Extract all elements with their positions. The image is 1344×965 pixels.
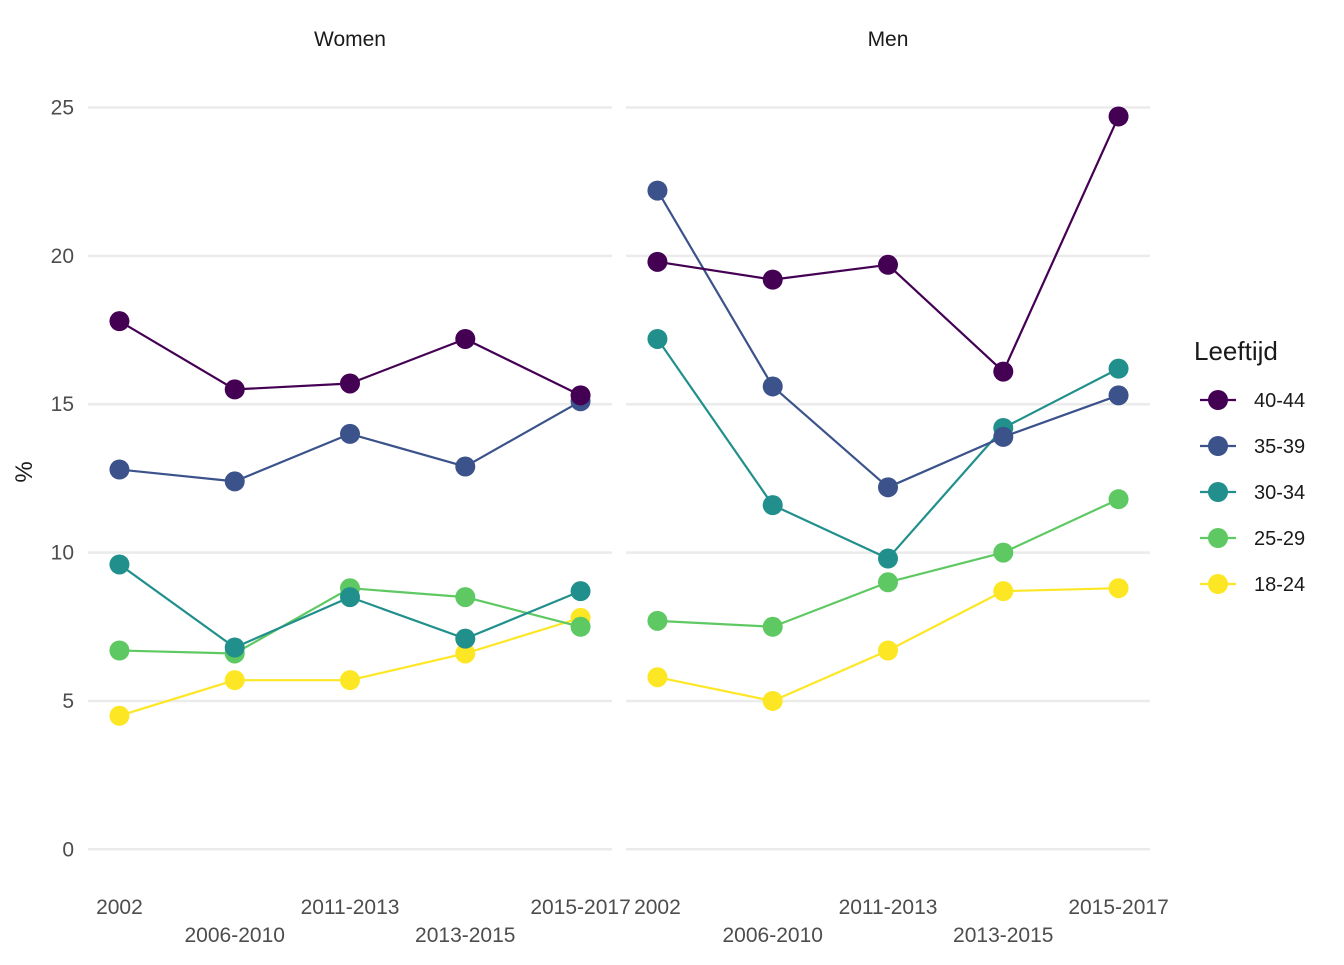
legend-key-point-40-44: [1208, 390, 1228, 410]
data-point-women-18-24-2002: [109, 705, 130, 726]
data-point-men-35-39-2006-2010: [762, 376, 783, 397]
x-tick-label-men-2015-2017: 2015-2017: [1068, 896, 1168, 919]
data-point-men-25-29-2015-2017: [1108, 489, 1129, 510]
legend-key-point-35-39: [1208, 436, 1228, 456]
data-point-men-25-29-2013-2015: [993, 542, 1014, 563]
x-tick-label-men-2013-2015: 2013-2015: [953, 924, 1053, 947]
data-point-men-40-44-2002: [647, 251, 668, 272]
x-tick-label-men-2002: 2002: [634, 896, 681, 919]
data-point-women-18-24-2006-2010: [224, 670, 245, 691]
data-point-women-40-44-2006-2010: [224, 379, 245, 400]
data-point-men-18-24-2002: [647, 667, 668, 688]
data-point-men-30-34-2006-2010: [762, 495, 783, 516]
data-point-men-25-29-2006-2010: [762, 616, 783, 637]
data-point-men-40-44-2006-2010: [762, 269, 783, 290]
legend-label-35-39: 35-39: [1254, 436, 1305, 458]
data-point-men-18-24-2006-2010: [762, 690, 783, 711]
data-point-women-30-34-2011-2013: [340, 587, 360, 608]
data-point-women-30-34-2002: [109, 554, 130, 575]
data-point-women-35-39-2002: [109, 459, 130, 480]
data-point-men-18-24-2011-2013: [878, 640, 898, 661]
x-tick-label-women-2015-2017: 2015-2017: [530, 896, 630, 919]
y-tick-label-15: 15: [51, 393, 74, 416]
y-axis-title: %: [11, 461, 38, 482]
data-point-women-40-44-2015-2017: [570, 385, 591, 406]
data-point-men-35-39-2011-2013: [878, 477, 898, 498]
legend-label-25-29: 25-29: [1254, 528, 1305, 550]
data-point-women-35-39-2006-2010: [224, 471, 245, 492]
x-tick-label-women-2006-2010: 2006-2010: [185, 924, 285, 947]
y-tick-label-20: 20: [51, 245, 74, 268]
data-point-men-30-34-2002: [647, 328, 668, 349]
x-tick-label-women-2013-2015: 2013-2015: [415, 924, 515, 947]
data-point-men-25-29-2002: [647, 610, 668, 631]
series-line-men-40-44: [657, 115, 1120, 373]
data-point-women-18-24-2013-2015: [455, 643, 476, 664]
facet-title-women: Women: [314, 28, 386, 51]
data-point-men-35-39-2013-2015: [993, 426, 1014, 447]
data-point-women-40-44-2002: [109, 311, 130, 332]
legend-key-point-30-34: [1208, 482, 1228, 502]
data-point-men-25-29-2011-2013: [878, 572, 898, 593]
data-point-women-35-39-2011-2013: [340, 423, 360, 444]
data-point-men-30-34-2011-2013: [878, 548, 898, 569]
series-line-men-35-39: [656, 190, 1119, 489]
legend-label-30-34: 30-34: [1254, 482, 1305, 504]
y-tick-label-25: 25: [51, 97, 74, 120]
y-tick-label-0: 0: [62, 838, 74, 861]
legend-key-point-25-29: [1208, 528, 1228, 548]
legend-key-point-18-24: [1208, 574, 1228, 594]
y-tick-label-5: 5: [62, 690, 74, 713]
data-point-women-35-39-2013-2015: [455, 456, 476, 477]
x-tick-label-women-2011-2013: 2011-2013: [301, 896, 400, 919]
data-point-women-40-44-2011-2013: [340, 373, 360, 394]
data-point-men-18-24-2013-2015: [993, 581, 1014, 602]
data-point-women-30-34-2015-2017: [570, 581, 591, 602]
x-tick-label-men-2011-2013: 2011-2013: [839, 896, 938, 919]
data-point-men-40-44-2011-2013: [878, 254, 898, 275]
y-tick-label-10: 10: [51, 542, 74, 565]
data-point-women-25-29-2002: [109, 640, 130, 661]
data-point-men-35-39-2002: [647, 180, 668, 201]
data-point-women-25-29-2015-2017: [570, 616, 591, 637]
data-point-men-30-34-2015-2017: [1108, 358, 1129, 379]
legend-label-40-44: 40-44: [1254, 390, 1305, 412]
facet-title-men: Men: [868, 28, 909, 51]
x-tick-label-women-2002: 2002: [96, 896, 143, 919]
x-tick-label-men-2006-2010: 2006-2010: [723, 924, 823, 947]
data-point-men-40-44-2015-2017: [1108, 106, 1129, 127]
data-point-women-30-34-2006-2010: [224, 637, 245, 658]
data-point-women-40-44-2013-2015: [455, 328, 476, 349]
series-line-men-30-34: [656, 338, 1120, 560]
data-point-women-30-34-2013-2015: [455, 628, 476, 649]
data-point-men-18-24-2015-2017: [1108, 578, 1129, 599]
legend-title: Leeftijd: [1194, 336, 1278, 366]
data-point-women-25-29-2013-2015: [455, 587, 476, 608]
data-point-men-40-44-2013-2015: [993, 361, 1014, 382]
data-point-women-18-24-2011-2013: [340, 670, 360, 691]
legend-label-18-24: 18-24: [1254, 574, 1305, 596]
data-point-men-35-39-2015-2017: [1108, 385, 1129, 406]
